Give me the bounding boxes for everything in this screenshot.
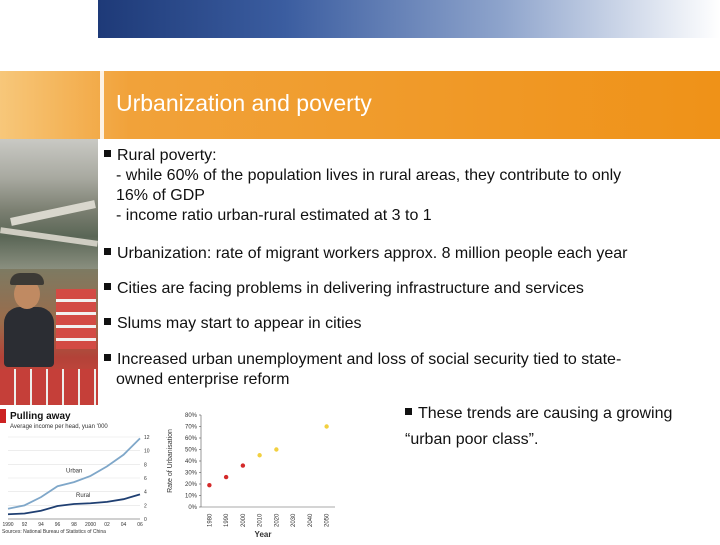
data-point-projected [274, 447, 279, 452]
bullet-slums: Slums may start to appear in cities [104, 314, 714, 334]
x-tick-label: 1990 [224, 513, 230, 527]
bullet-line: 16% of GDP [116, 187, 205, 204]
y-tick-label: 4 [144, 490, 147, 496]
data-point-actual [240, 463, 246, 468]
bullet-heading: Rural poverty: [117, 147, 217, 164]
bullet-square-icon [104, 318, 111, 325]
x-tick-label: 06 [137, 522, 143, 528]
vendor-photo [0, 269, 98, 405]
x-tick-label: 2050 [325, 513, 331, 527]
y-axis-label: Rate of Urbanisation [167, 429, 174, 493]
x-tick-label: 98 [71, 522, 77, 528]
x-tick-label: 1980 [207, 513, 213, 527]
y-tick-label: 70% [185, 425, 198, 431]
header-gradient-band [98, 0, 720, 38]
y-tick-label: 0% [188, 505, 197, 511]
x-tick-label: 02 [104, 522, 110, 528]
x-tick-label: 96 [55, 522, 61, 528]
series-label-rural: Rural [76, 493, 90, 499]
urbanisation-scatter-svg: 0% 10% 20% 30% 40% 50% 60% 70% 80% 1980 1990 2000 20… [167, 413, 335, 539]
data-point-actual [223, 474, 229, 480]
title-bar [0, 71, 720, 139]
strawberry-crate-shape [56, 289, 96, 349]
x-tick-label: 1990 [2, 522, 13, 528]
series-line-urban [7, 437, 141, 510]
bullet-line: Increased urban unemployment and loss of… [117, 351, 622, 368]
strawberry-crate-shape [0, 369, 98, 405]
y-tick-label: 10 [144, 449, 150, 455]
series-line-rural [7, 493, 141, 516]
bullet-square-icon [104, 283, 111, 290]
y-tick-label: 30% [185, 471, 198, 477]
y-tick-label: 10% [185, 494, 198, 500]
bullet-urbanization: Urbanization: rate of migrant workers ap… [104, 244, 714, 264]
y-tick-label: 8 [144, 462, 147, 468]
bullet-square-icon [104, 248, 111, 255]
series-label-urban: Urban [66, 469, 82, 475]
y-tick-label: 12 [144, 435, 150, 441]
highway-shape [10, 200, 96, 226]
y-tick-label: 20% [185, 482, 198, 488]
data-point-projected [257, 453, 262, 458]
title-bar-accent [100, 71, 104, 139]
x-tick-label: 2010 [258, 513, 264, 527]
y-tick-label: 60% [185, 436, 198, 442]
x-axis-label: Year [255, 530, 272, 539]
bullet-text: Urbanization: rate of migrant workers ap… [117, 245, 628, 262]
vendor-coat-shape [4, 307, 54, 367]
bullet-square-icon [104, 150, 111, 157]
bullet-line: - while 60% of the population lives in r… [116, 167, 622, 184]
bullet-square-icon [405, 408, 412, 415]
x-tick-label: 2000 [85, 522, 96, 528]
city-photo [0, 139, 98, 269]
bullet-square-icon [104, 354, 111, 361]
y-tick-label: 50% [185, 448, 198, 454]
highway-shape [0, 227, 98, 247]
callout-trends: These trends are causing a growing “urba… [405, 401, 715, 453]
chart-source-note: Sources: National Bureau of Statistics o… [2, 529, 106, 535]
x-tick-label: 92 [22, 522, 28, 528]
x-tick-label: 2020 [274, 513, 280, 527]
bullet-text: Cities are facing problems in delivering… [117, 280, 584, 297]
y-tick-label: 40% [185, 459, 198, 465]
x-tick-label: 94 [38, 522, 44, 528]
bullet-unemployment: Increased urban unemployment and loss of… [104, 350, 704, 390]
income-line-chart: Pulling away Average income per head, yu… [0, 407, 160, 540]
y-tick-label: 6 [144, 476, 147, 482]
x-tick-label: 2040 [308, 513, 314, 527]
slide-title: Urbanization and poverty [116, 90, 372, 116]
callout-line: “urban poor class”. [405, 431, 539, 448]
y-tick-label: 80% [185, 413, 198, 419]
callout-line: These trends are causing a growing [418, 405, 673, 422]
bullet-line: - income ratio urban-rural estimated at … [116, 207, 432, 224]
chart-subtitle: Average income per head, yuan '000 [10, 424, 108, 430]
chart-title: Pulling away [10, 411, 71, 422]
urbanisation-scatter-chart: 0% 10% 20% 30% 40% 50% 60% 70% 80% 1980 1990 2000 20… [163, 407, 343, 540]
data-point-projected [324, 424, 329, 429]
vendor-hat-shape [10, 273, 44, 285]
x-tick-label: 2000 [241, 513, 247, 527]
y-tick-label: 2 [144, 503, 147, 509]
bullet-text: Slums may start to appear in cities [117, 315, 362, 332]
x-tick-label: 04 [121, 522, 127, 528]
header-left-blank [0, 0, 98, 38]
chart-title-marker [0, 409, 6, 423]
data-point-actual [207, 482, 212, 488]
bullet-line: owned enterprise reform [116, 371, 290, 388]
bullet-cities: Cities are facing problems in delivering… [104, 279, 714, 299]
y-tick-label: 0 [144, 517, 147, 523]
bullet-rural-poverty: Rural poverty: - while 60% of the popula… [104, 146, 704, 226]
x-tick-label: 2030 [291, 513, 297, 527]
